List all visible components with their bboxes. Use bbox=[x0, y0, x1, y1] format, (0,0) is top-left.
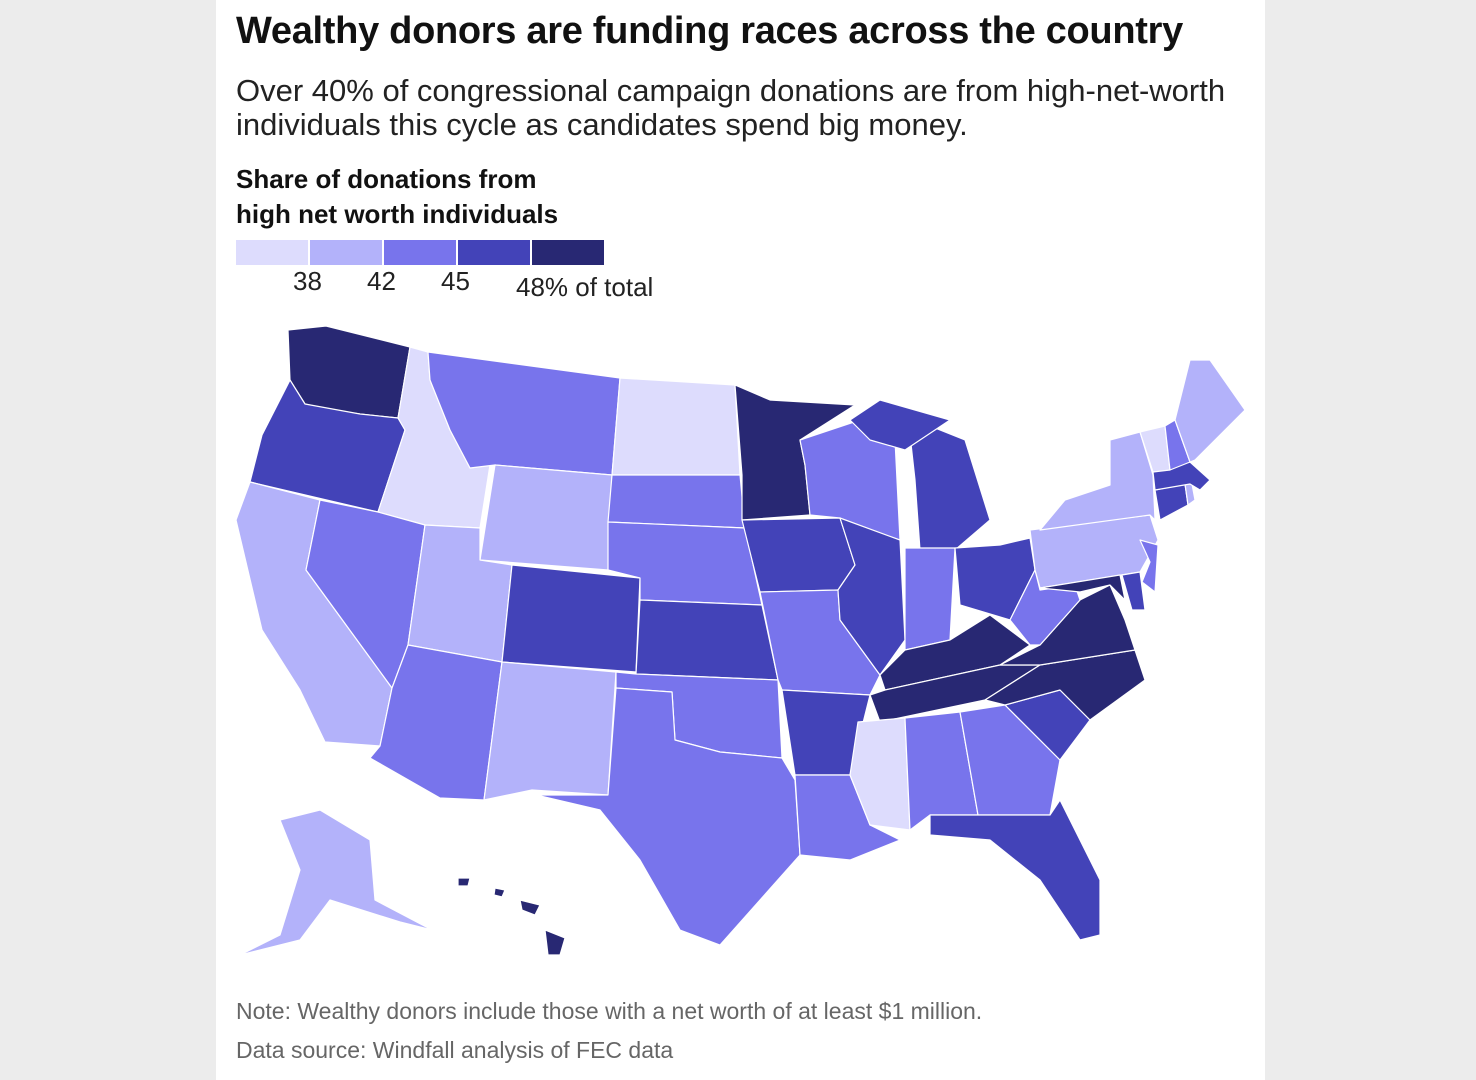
legend-tick: 42 bbox=[367, 266, 396, 296]
state-in bbox=[904, 547, 956, 651]
state-wy bbox=[479, 464, 613, 571]
state-shape bbox=[849, 399, 951, 451]
state-ga bbox=[959, 704, 1061, 816]
state-shape bbox=[1039, 431, 1156, 531]
state-shape bbox=[535, 687, 801, 946]
legend-swatch bbox=[458, 240, 530, 265]
state-shape bbox=[519, 899, 541, 916]
state-shape bbox=[457, 877, 471, 887]
state-shape bbox=[635, 599, 779, 681]
state-nd bbox=[611, 377, 741, 476]
state-shape bbox=[1121, 571, 1146, 611]
legend-swatch bbox=[236, 240, 308, 265]
state-tx bbox=[535, 687, 801, 946]
legend-swatch bbox=[310, 240, 382, 265]
state-shape bbox=[607, 474, 746, 529]
legend-swatch bbox=[532, 240, 604, 265]
legend-tick: 45 bbox=[441, 266, 470, 296]
state-shape bbox=[837, 517, 906, 676]
state-shape bbox=[904, 547, 956, 651]
state-shape bbox=[611, 377, 741, 476]
state-shape bbox=[909, 427, 991, 551]
state-nm bbox=[483, 661, 617, 801]
state-ny bbox=[1039, 431, 1156, 531]
data-source: Data source: Windfall analysis of FEC da… bbox=[236, 1037, 674, 1063]
state-hi bbox=[457, 877, 566, 956]
state-shape bbox=[741, 517, 856, 593]
state-shape bbox=[959, 704, 1061, 816]
legend-swatch bbox=[384, 240, 456, 265]
state-shape bbox=[929, 799, 1101, 941]
state-shape bbox=[1039, 574, 1126, 601]
state-de bbox=[1121, 571, 1146, 611]
state-me bbox=[1174, 359, 1246, 463]
footnote: Note: Wealthy donors include those with … bbox=[236, 998, 983, 1024]
state-shape bbox=[479, 464, 613, 571]
state-ks bbox=[635, 599, 779, 681]
legend-title-line1: Share of donations from bbox=[236, 164, 537, 194]
state-shape bbox=[1174, 359, 1246, 463]
legend-title: Share of donations from high net worth i… bbox=[236, 162, 636, 232]
legend-bar bbox=[236, 240, 606, 265]
state-mi bbox=[849, 399, 991, 551]
state-ia bbox=[741, 517, 856, 593]
state-az bbox=[369, 644, 503, 801]
state-fl bbox=[929, 799, 1101, 941]
state-shape bbox=[501, 564, 641, 673]
legend-tick: 38 bbox=[293, 266, 322, 296]
state-shape bbox=[1139, 539, 1159, 593]
state-shape bbox=[483, 661, 617, 801]
state-shape bbox=[239, 809, 433, 956]
state-il bbox=[837, 517, 906, 676]
state-ak bbox=[239, 809, 433, 956]
state-shape bbox=[369, 644, 503, 801]
state-md bbox=[1039, 574, 1126, 601]
chart-title: Wealthy donors are funding races across … bbox=[236, 10, 1183, 52]
legend-title-line2: high net worth individuals bbox=[236, 199, 559, 229]
state-nj bbox=[1139, 539, 1159, 593]
state-shape bbox=[544, 929, 566, 956]
state-shape bbox=[493, 887, 506, 898]
legend-tick: 48% of total bbox=[516, 272, 654, 302]
state-co bbox=[501, 564, 641, 673]
chart-subtitle: Over 40% of congressional campaign donat… bbox=[236, 73, 1226, 142]
state-sd bbox=[607, 474, 746, 529]
